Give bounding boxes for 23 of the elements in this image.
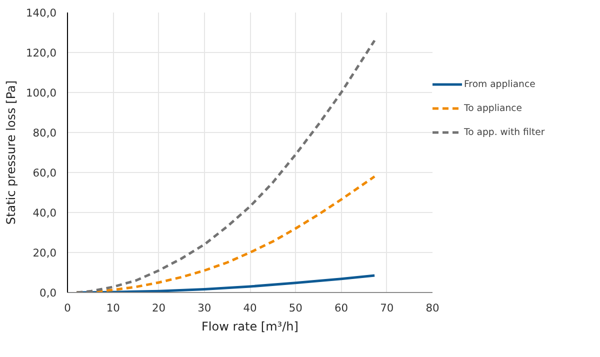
x-tick-label: 70: [380, 302, 394, 314]
x-tick-label: 40: [243, 302, 257, 314]
line-series: [75, 39, 376, 292]
y-axis-title: Static pressure loss [Pa]: [4, 80, 18, 225]
x-tick-label: 20: [152, 302, 166, 314]
y-tick-label: 60,0: [32, 166, 57, 180]
y-tick-label: 40,0: [32, 206, 57, 220]
y-tick-label: 20,0: [32, 246, 57, 260]
y-tick-label: 140,0: [26, 6, 57, 20]
legend-label: From appliance: [464, 78, 536, 90]
legend-label: To app. with filter: [464, 126, 545, 138]
x-tick-label: 50: [288, 302, 303, 314]
y-tick-label: 80,0: [32, 126, 57, 140]
x-tick-label: 60: [334, 302, 348, 314]
legend-label: To appliance: [464, 102, 522, 114]
x-axis-title: Flow rate [m³/h]: [202, 320, 298, 334]
x-tick-label: 30: [198, 302, 212, 314]
y-tick-label: 100,0: [26, 86, 57, 100]
x-tick-label: 10: [106, 302, 120, 314]
y-tick-label: 120,0: [26, 46, 57, 60]
y-tick-label: 0,0: [40, 286, 57, 300]
x-tick-label: 80: [426, 302, 440, 314]
x-tick-label: 0: [64, 302, 72, 314]
